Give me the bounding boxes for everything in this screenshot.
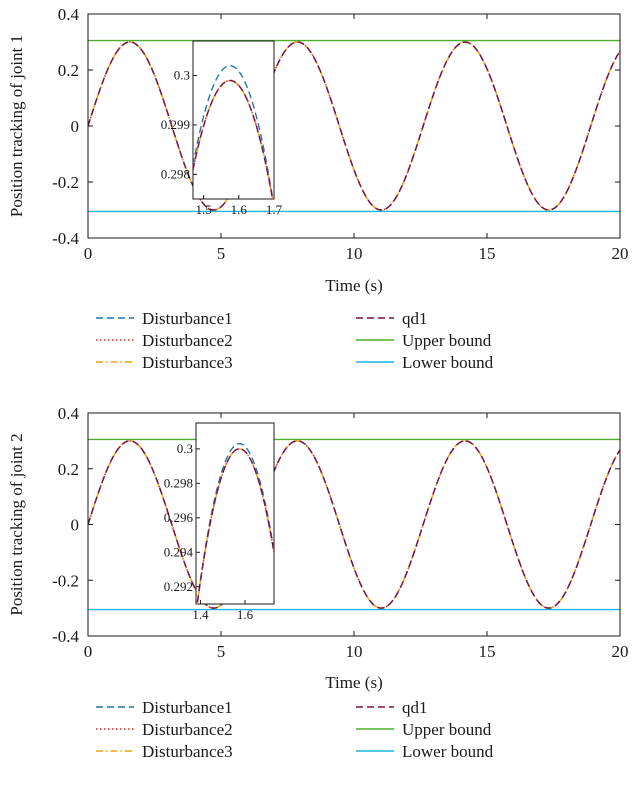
inset-x-tick-label: 1.6 [231, 202, 248, 217]
y-tick-label: 0.4 [58, 5, 80, 24]
y-tick-label: -0.2 [52, 571, 79, 590]
inset-zoom: 1.5 1.6 1.7 0.298 0.299 0.3 [161, 40, 283, 217]
inset-zoom: 1.4 1.6 0.292 0.294 0.296 0.298 0.3 [164, 422, 275, 622]
x-tick-label: 5 [217, 244, 226, 263]
inset-series-group [196, 442, 274, 604]
chart-panel-1: 0 5 10 15 20 -0.4 -0.2 0 0.2 0.4 Time (s) Position … [7, 5, 629, 372]
y-tick-label: 0.2 [58, 460, 79, 479]
inset-y-tick-label: 0.3 [177, 441, 193, 456]
legend-item: qd1 [356, 309, 428, 328]
x-axis-label: Time (s) [325, 276, 382, 295]
legend-item: Disturbance2 [96, 331, 233, 350]
x-axis-label: Time (s) [325, 673, 382, 692]
y-axis-label: Position tracking of joint 1 [7, 35, 26, 217]
inset-y-tick-label: 0.298 [161, 166, 190, 181]
legend: Disturbance1 Disturbance2 Disturbance3 qd1 U… [96, 698, 494, 761]
y-tick-label: -0.4 [52, 229, 79, 248]
y-tick-label: 0 [71, 516, 80, 535]
legend: Disturbance1 Disturbance2 Disturbance3 qd1 U… [96, 309, 494, 372]
legend-label: Disturbance2 [142, 720, 233, 739]
legend-label: Disturbance3 [142, 742, 233, 761]
legend-label: Lower bound [402, 353, 494, 372]
legend-label: qd1 [402, 698, 428, 717]
y-tick-label: -0.4 [52, 627, 79, 646]
legend-item: Upper bound [356, 720, 492, 739]
legend-item: Upper bound [356, 331, 492, 350]
inset-frame [195, 422, 275, 605]
legend-item: Disturbance3 [96, 742, 233, 761]
legend-label: Disturbance1 [142, 309, 233, 328]
inset-y-tick-label: 0.3 [174, 68, 190, 83]
inset-x-tick-label: 1.5 [195, 202, 211, 217]
legend-label: Lower bound [402, 742, 494, 761]
legend-item: Lower bound [356, 353, 494, 372]
series-group [88, 438, 620, 611]
inset-y-tick-label: 0.299 [161, 117, 190, 132]
x-tick-label: 10 [346, 642, 363, 661]
x-tick-label: 15 [479, 642, 496, 661]
legend-item: Disturbance1 [96, 698, 233, 717]
inset-line-qd1 [196, 448, 274, 604]
y-tick-label: 0.2 [58, 61, 79, 80]
legend-item: Disturbance3 [96, 353, 233, 372]
legend-label: Upper bound [402, 331, 492, 350]
inset-line-disturbance1 [193, 64, 274, 199]
inset-x-tick-label: 1.7 [266, 202, 283, 217]
inset-frame [192, 40, 275, 200]
chart-panel-2: 0 5 10 15 20 -0.4 -0.2 0 0.2 0.4 Time (s) Position … [7, 404, 629, 761]
series-line-qd1 [88, 440, 620, 609]
inset-x-tick-label: 1.6 [237, 607, 254, 622]
x-tick-label: 15 [479, 244, 496, 263]
y-axis-label: Position tracking of joint 2 [7, 433, 26, 615]
series-line-qd1 [88, 41, 620, 211]
x-tick-label: 20 [612, 642, 629, 661]
legend-label: Upper bound [402, 720, 492, 739]
inset-y-tick-label: 0.296 [164, 510, 194, 525]
inset-y-tick-label: 0.294 [164, 544, 194, 559]
y-tick-label: 0.4 [58, 404, 80, 423]
x-tick-label: 20 [612, 244, 629, 263]
inset-x-tick-label: 1.4 [192, 607, 209, 622]
inset-y-tick-label: 0.292 [164, 579, 193, 594]
legend-item: Disturbance1 [96, 309, 233, 328]
legend-label: Disturbance2 [142, 331, 233, 350]
legend-label: Disturbance1 [142, 698, 233, 717]
legend-item: Lower bound [356, 742, 494, 761]
x-tick-label: 0 [84, 244, 93, 263]
x-tick-label: 5 [217, 642, 226, 661]
y-tick-label: -0.2 [52, 173, 79, 192]
legend-label: Disturbance3 [142, 353, 233, 372]
legend-label: qd1 [402, 309, 428, 328]
series-group [88, 39, 620, 213]
inset-line-qd1 [193, 79, 274, 199]
x-tick-label: 0 [84, 642, 93, 661]
inset-series-group [193, 64, 274, 199]
y-tick-label: 0 [71, 117, 80, 136]
legend-item: qd1 [356, 698, 428, 717]
x-tick-label: 10 [346, 244, 363, 263]
legend-item: Disturbance2 [96, 720, 233, 739]
inset-y-tick-label: 0.298 [164, 475, 193, 490]
